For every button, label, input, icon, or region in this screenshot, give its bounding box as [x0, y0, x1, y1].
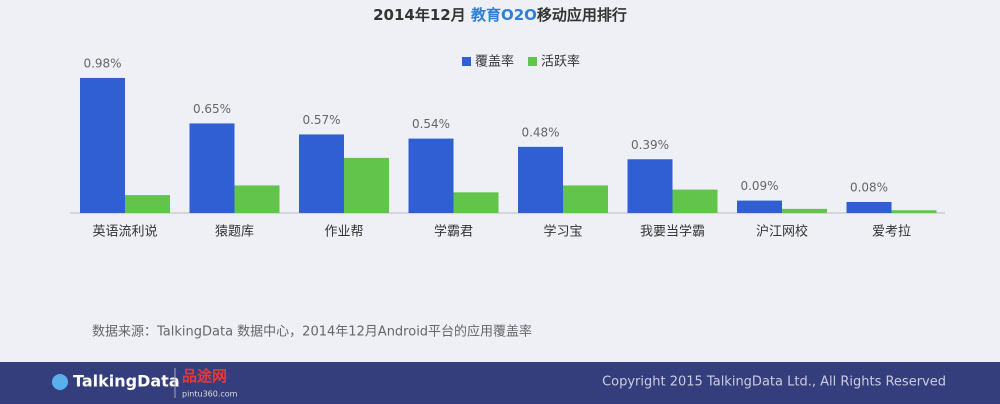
logo-icon [52, 374, 68, 390]
x-tick-label: 猿题库 [215, 224, 254, 240]
bar [189, 123, 235, 213]
value-label: 0.98% [83, 56, 121, 70]
bar [299, 134, 344, 213]
title-part: 移动应用排行 [537, 6, 627, 24]
bar [563, 185, 608, 213]
bar [80, 77, 125, 214]
chart-title: 2014年12月 教育O2O移动应用排行 [373, 6, 627, 24]
x-tick-label: 学习宝 [543, 224, 582, 240]
x-tick-label: 学霸君 [434, 224, 473, 240]
title-part: 2014年12月 [373, 6, 471, 24]
partner-url: pintu360.com [182, 390, 238, 399]
x-tick-label: 沪江网校 [756, 224, 808, 240]
x-tick-label: 英语流利说 [92, 225, 157, 240]
bar [453, 192, 499, 213]
bar [891, 210, 937, 213]
value-label: 0.48% [521, 125, 559, 139]
x-tick-label: 作业帮 [324, 225, 363, 240]
title-part: 教育O2O [470, 6, 537, 24]
logo: TalkingData [73, 372, 180, 391]
bar [344, 157, 389, 213]
value-label: 0.08% [850, 180, 888, 194]
value-label: 0.39% [631, 138, 669, 152]
bar [672, 189, 718, 213]
footer-band [0, 362, 1000, 404]
x-tick-label: 爱考拉 [872, 225, 911, 240]
legend-label: 活跃率 [541, 54, 580, 70]
legend-swatch [528, 57, 537, 66]
partner-logo: 品途网 [182, 367, 227, 385]
bar [782, 208, 827, 213]
bar [125, 195, 170, 213]
bar [234, 185, 280, 213]
bar [627, 159, 673, 213]
bar [846, 201, 892, 213]
x-tick-label: 我要当学霸 [640, 224, 705, 240]
bar [737, 200, 782, 213]
bar [518, 146, 563, 213]
value-label: 0.54% [412, 117, 450, 131]
bar [408, 138, 454, 213]
legend-label: 覆盖率 [475, 54, 514, 70]
source-note: 数据来源：TalkingData 数据中心，2014年12月Android平台的… [92, 324, 532, 340]
value-label: 0.57% [302, 113, 340, 127]
legend-swatch [462, 57, 471, 66]
value-label: 0.09% [740, 179, 778, 193]
value-label: 0.65% [193, 102, 231, 116]
copyright: Copyright 2015 TalkingData Ltd., All Rig… [602, 375, 946, 390]
